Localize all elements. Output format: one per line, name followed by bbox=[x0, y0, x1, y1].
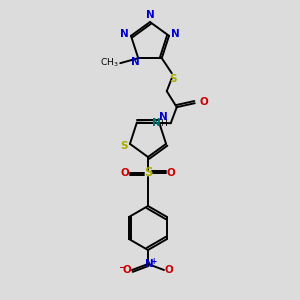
Text: CH$_3$: CH$_3$ bbox=[100, 57, 118, 69]
Text: N: N bbox=[159, 112, 168, 122]
Text: S: S bbox=[144, 167, 152, 179]
Text: O: O bbox=[123, 265, 131, 275]
Text: N: N bbox=[131, 57, 140, 67]
Text: −: − bbox=[118, 262, 126, 272]
Text: H: H bbox=[160, 119, 167, 128]
Text: O: O bbox=[165, 265, 173, 275]
Text: +: + bbox=[150, 256, 156, 266]
Text: O: O bbox=[167, 168, 176, 178]
Text: S: S bbox=[121, 141, 128, 151]
Text: O: O bbox=[200, 97, 208, 107]
Text: N: N bbox=[145, 259, 153, 269]
Text: N: N bbox=[120, 29, 129, 39]
Text: O: O bbox=[121, 168, 129, 178]
Text: N: N bbox=[146, 10, 154, 20]
Text: S: S bbox=[169, 74, 176, 84]
Text: N: N bbox=[171, 29, 180, 39]
Text: N: N bbox=[152, 118, 161, 128]
